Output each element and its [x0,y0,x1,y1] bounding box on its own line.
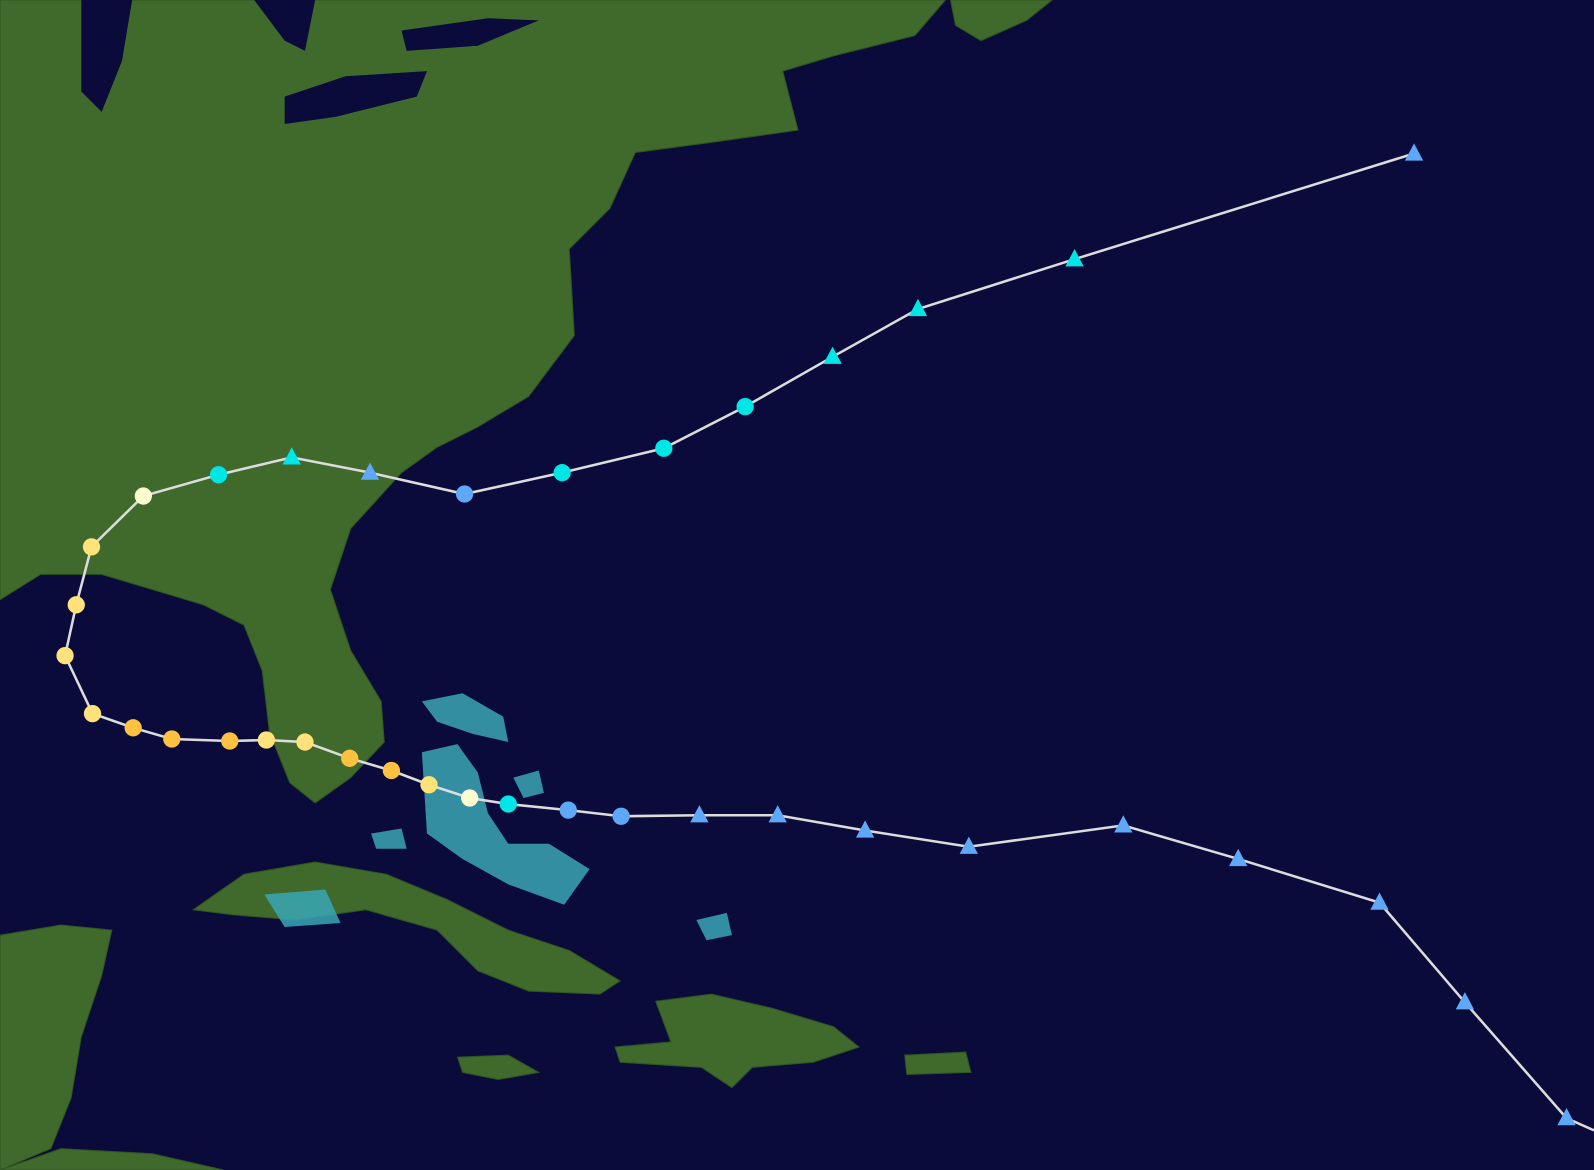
track-point [420,776,438,794]
bahama-bank [421,744,590,905]
track-point [690,805,709,823]
bahama-bank [513,770,544,798]
track-point [221,732,239,750]
track-point [461,789,479,807]
track-point [1229,848,1248,867]
track-point [1557,1107,1576,1126]
track-point [382,761,401,780]
track-point [124,719,142,737]
track-point [134,487,152,505]
track-point [83,704,102,723]
track-point [1065,249,1084,267]
track-point [296,733,314,751]
track-point [1455,992,1475,1010]
track-point [56,647,74,665]
lake [254,0,316,51]
bahama-bank [696,912,732,941]
north-america [0,0,947,804]
track-point [67,596,85,614]
track-point [455,485,474,503]
track-point [823,346,842,364]
track-point [341,749,359,767]
yucatan [0,924,113,1170]
track-point [163,730,181,748]
bahama-bank [264,889,341,928]
shallows [264,693,732,941]
track-point [282,447,301,465]
track-point [553,464,571,482]
land [0,0,1053,1170]
track-point [855,820,875,838]
track-point [768,805,787,823]
track-point [908,298,928,317]
track-point [655,439,673,457]
track-point [209,466,228,484]
track-point [1114,815,1133,833]
track-point [1370,892,1389,910]
jamaica [456,1054,541,1081]
newfoundland [949,0,1053,42]
bahama-bank [371,828,407,849]
bahama-bank [421,693,509,743]
track-point [499,795,517,813]
lake [284,71,427,125]
track-point [959,836,978,854]
track-line [63,152,1594,1132]
lake [401,18,539,51]
lakes [81,0,539,125]
track-point [612,807,630,825]
hispaniola [614,993,861,1089]
central-america [0,1148,224,1170]
track-point [82,538,101,556]
track-point [360,462,380,480]
lake [81,0,133,112]
puerto-rico [904,1051,972,1075]
track-point [559,801,577,819]
track-point [257,731,275,749]
storm-track [56,143,1594,1132]
track-point [1404,143,1424,161]
track-point [736,397,754,416]
